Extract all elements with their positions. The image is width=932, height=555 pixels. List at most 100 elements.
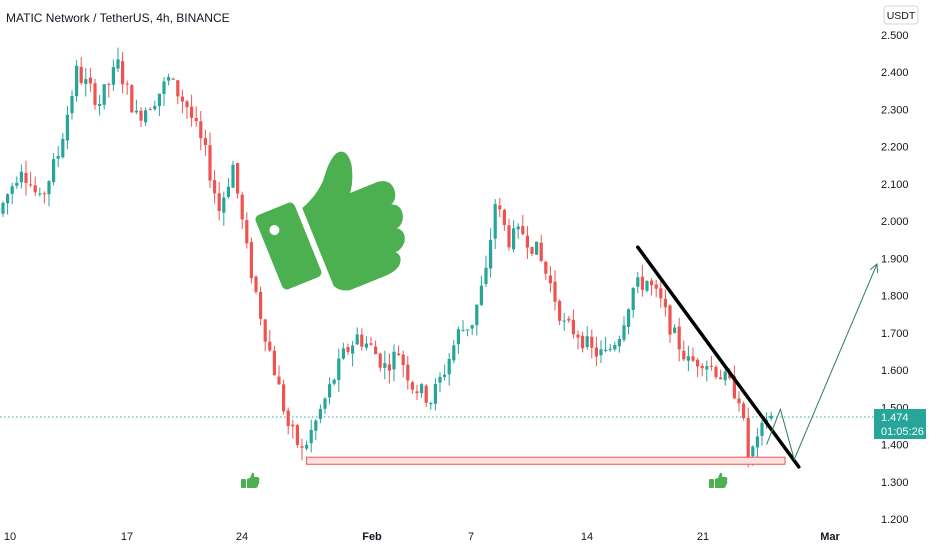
candle-body	[29, 184, 33, 186]
candle-body	[420, 384, 424, 394]
candle-body	[364, 343, 368, 348]
candle-body	[98, 103, 102, 106]
candle-body	[369, 343, 373, 345]
candle-body	[452, 345, 456, 361]
current-price-label: 1.474 01:05:26	[874, 409, 926, 439]
candle-body	[387, 364, 391, 371]
candle-body	[351, 345, 355, 354]
current-price-value: 1.474	[881, 412, 909, 424]
price-tick-label: 2.200	[881, 142, 909, 154]
candle-body	[553, 281, 557, 302]
candle-body	[134, 110, 138, 113]
candle-body	[484, 267, 488, 284]
candle-body	[424, 385, 428, 403]
candle-body	[755, 436, 759, 448]
candle-body	[627, 309, 631, 327]
candle-body	[332, 379, 336, 384]
candle-body	[65, 114, 69, 141]
candle-body	[650, 280, 654, 286]
candle-body	[415, 391, 419, 394]
candle-body	[732, 376, 736, 399]
candle-body	[571, 319, 575, 335]
candle-body	[558, 300, 562, 321]
candle-body	[433, 384, 437, 404]
time-axis[interactable]: 10 17 24 Feb 7 14 21 Mar	[4, 531, 841, 543]
price-tick-label: 1.400	[881, 440, 909, 452]
candle-body	[746, 418, 750, 458]
time-tick-label: 21	[697, 531, 709, 543]
time-tick-label: 10	[4, 531, 16, 543]
candle-body	[723, 371, 727, 381]
price-tick-label: 1.700	[881, 328, 909, 340]
candle-body	[456, 329, 460, 345]
candle-body	[217, 193, 221, 212]
candle-body	[383, 363, 387, 368]
price-tick-label: 2.400	[881, 67, 909, 79]
candle-body	[438, 376, 442, 383]
candle-body	[102, 84, 106, 105]
candle-body	[682, 350, 686, 360]
candle-body	[254, 276, 258, 292]
candle-body	[360, 334, 364, 347]
candle-body	[328, 384, 332, 398]
candle-body	[213, 180, 217, 194]
candle-body	[530, 247, 534, 254]
candle-body	[535, 241, 539, 255]
candle-body	[760, 422, 764, 436]
candle-body	[236, 163, 240, 194]
candles-layer	[0, 47, 874, 468]
candle-body	[397, 353, 401, 356]
candle-body	[374, 346, 378, 355]
price-tick-label: 1.600	[881, 365, 909, 377]
candle-body	[525, 235, 529, 248]
candle-body	[769, 415, 773, 419]
candle-body	[677, 326, 681, 350]
candle-body	[171, 78, 175, 80]
current-price-countdown: 01:05:26	[881, 426, 924, 438]
candle-body	[61, 138, 65, 158]
candle-body	[640, 276, 644, 290]
candle-body	[654, 284, 658, 289]
candle-body	[355, 334, 359, 345]
candle-body	[88, 77, 92, 84]
candle-body	[153, 105, 157, 110]
projection-arrowhead	[869, 262, 879, 273]
candle-body	[709, 365, 713, 367]
time-tick-label: 7	[468, 531, 474, 543]
candle-body	[84, 79, 88, 84]
candle-body	[203, 138, 207, 146]
candle-body	[93, 83, 97, 105]
candle-body	[737, 398, 741, 404]
candle-body	[180, 96, 184, 102]
candle-body	[75, 65, 79, 97]
candle-body	[295, 425, 299, 445]
candle-body	[617, 339, 621, 347]
candle-body	[479, 285, 483, 305]
candle-body	[286, 410, 290, 427]
candle-body	[341, 348, 345, 359]
candle-body	[259, 291, 263, 319]
candle-body	[719, 377, 723, 380]
thumbs-up-icon	[709, 472, 728, 488]
candle-body	[392, 351, 396, 370]
candle-body	[314, 420, 318, 431]
candle-body	[461, 329, 465, 331]
candle-body	[56, 155, 60, 159]
candle-body	[121, 61, 125, 85]
price-axis[interactable]: 2.500 2.400 2.300 2.200 2.100 2.000 1.900 1.800…	[881, 30, 909, 526]
currency-button[interactable]: USDT	[883, 5, 919, 25]
candle-body	[38, 193, 42, 195]
candle-body	[443, 374, 447, 377]
candle-body	[700, 365, 704, 369]
candle-body	[176, 80, 180, 97]
price-tick-label: 2.000	[881, 216, 909, 228]
candle-body	[190, 106, 194, 118]
candle-body	[489, 240, 493, 269]
candle-body	[548, 275, 552, 284]
candle-body	[691, 356, 695, 361]
candle-body	[590, 336, 594, 348]
candle-body	[378, 353, 382, 368]
candle-body	[470, 325, 474, 329]
